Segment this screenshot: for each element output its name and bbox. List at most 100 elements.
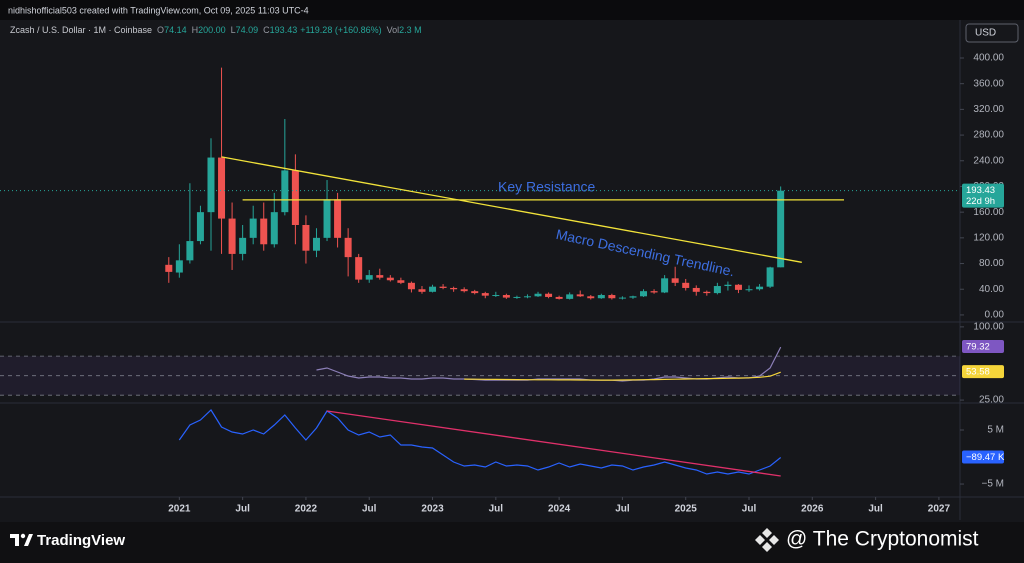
y-tick-label: 25.00 — [979, 395, 1004, 406]
candle-body — [450, 287, 458, 290]
candle-body — [745, 289, 753, 291]
y-tick-label: 80.00 — [979, 258, 1004, 269]
candle-body — [270, 212, 278, 245]
y-tick-label: 0.00 — [985, 310, 1005, 321]
candle-body — [196, 212, 204, 242]
candle-body — [334, 199, 342, 238]
candle-body — [260, 218, 268, 245]
y-tick-label: 320.00 — [973, 104, 1004, 115]
candle-body — [175, 260, 183, 273]
candle-body — [302, 225, 310, 251]
candle-body — [460, 289, 468, 292]
candle-body — [523, 296, 531, 298]
candle-body — [629, 296, 637, 298]
candle-body — [249, 218, 257, 238]
currency-box[interactable] — [965, 23, 1019, 43]
candle-body — [312, 237, 320, 251]
last-price: 193.43 — [966, 185, 995, 196]
candle-body — [555, 296, 563, 299]
annotation: Key Resistance — [498, 179, 595, 195]
candle-body — [281, 170, 289, 213]
watermark-icon — [755, 528, 779, 552]
candle-body — [471, 291, 479, 294]
candle-body — [186, 241, 194, 261]
candle-body — [429, 286, 437, 292]
bottom-bar — [0, 522, 1024, 563]
legend-value: 200.00 — [198, 25, 226, 35]
candle-body — [566, 294, 574, 299]
candle-body — [291, 170, 299, 226]
last-price-box — [962, 183, 1004, 208]
candle-body — [587, 296, 595, 299]
candle-body — [355, 257, 363, 280]
y-tick-label: 360.00 — [973, 78, 1004, 89]
candle-body — [766, 267, 774, 287]
candle-body — [703, 291, 711, 294]
x-tick-label: 2021 — [168, 504, 191, 515]
trendline — [326, 410, 781, 477]
watermark: @ The Cryptonomist — [786, 528, 979, 551]
candle-body — [407, 282, 415, 290]
x-tick-label: 2027 — [928, 504, 951, 515]
y-tick-label: 120.00 — [973, 232, 1004, 243]
candle-body — [502, 295, 510, 298]
legend-key: O — [157, 25, 165, 35]
legend-change: +119.28 (+160.86%) — [300, 25, 382, 35]
x-tick-label: 2022 — [295, 504, 318, 515]
y-tick-label: 5 M — [987, 425, 1004, 436]
candle-body — [756, 286, 764, 290]
candle-body — [418, 289, 426, 292]
x-tick-label: Jul — [615, 504, 630, 515]
y-tick-label: 400.00 — [973, 53, 1004, 64]
x-tick-label: 2023 — [421, 504, 444, 515]
legend-value: 74.09 — [235, 25, 259, 35]
candle-body — [650, 291, 658, 293]
currency[interactable]: USD — [975, 28, 996, 39]
candle-body — [481, 293, 489, 296]
candle-body — [692, 287, 700, 292]
last-value: −89.47 K — [966, 452, 1005, 463]
candle-body — [545, 293, 553, 297]
legend-key: Vol — [386, 25, 400, 35]
candle-body — [682, 282, 690, 288]
x-tick-label: 2025 — [675, 504, 698, 515]
legend-value: 193.43 — [269, 25, 298, 35]
x-tick-label: 2024 — [548, 504, 571, 515]
candle-body — [618, 297, 626, 299]
candle-body — [597, 295, 605, 299]
candle-body — [777, 190, 785, 268]
candle-body — [165, 264, 173, 272]
brand: TradingView — [37, 532, 125, 549]
series-line — [464, 371, 781, 381]
legend-key: L — [230, 25, 236, 35]
y-tick-label: −5 M — [981, 479, 1004, 490]
series-line — [178, 409, 782, 475]
candle-body — [513, 296, 521, 298]
legend-key: H — [191, 25, 199, 35]
candle-body — [608, 295, 616, 299]
candle-body — [386, 277, 394, 281]
candle-body — [344, 237, 352, 258]
x-tick-label: Jul — [235, 504, 250, 515]
x-tick-label: Jul — [868, 504, 883, 515]
symbol: Zcash / U.S. Dollar · 1M · Coinbase — [10, 25, 153, 35]
x-tick-label: Jul — [742, 504, 757, 515]
candle-body — [661, 278, 669, 293]
y-tick-label: 240.00 — [973, 155, 1004, 166]
top-bar — [0, 0, 1024, 20]
candle-body — [439, 286, 447, 288]
candle-body — [734, 284, 742, 290]
candle-body — [323, 199, 331, 238]
last-value-box — [962, 365, 1004, 379]
candle-body — [207, 157, 215, 213]
candle-body — [576, 294, 584, 297]
last-value-box — [962, 450, 1004, 464]
candle-body — [640, 291, 648, 297]
credit: nidhishofficial503 created with TradingV… — [8, 5, 309, 15]
legend: Zcash / U.S. Dollar · 1M · Coinbase O 74.… — [10, 25, 422, 35]
last-price-sub: 22d 9h — [966, 196, 995, 207]
last-value: 79.32 — [966, 342, 990, 353]
x-tick-label: Jul — [489, 504, 504, 515]
